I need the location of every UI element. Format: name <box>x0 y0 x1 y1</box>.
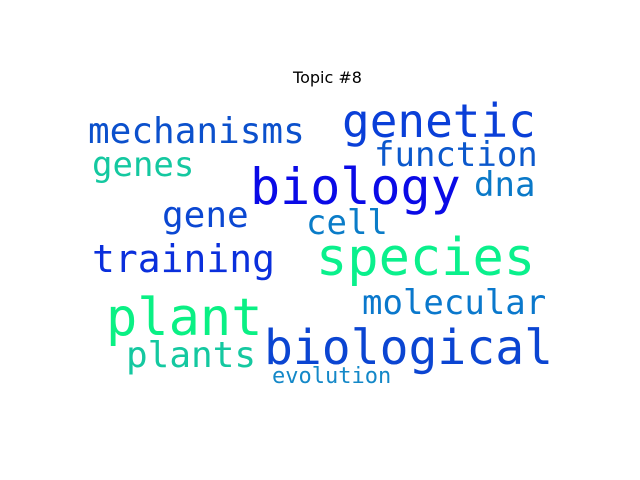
figure-title: Topic #8 <box>293 68 362 87</box>
word-plant: plant <box>106 288 263 348</box>
word-biology: biology <box>250 158 461 216</box>
word-biological: biological <box>264 320 553 376</box>
word-evolution: evolution <box>272 364 392 389</box>
word-function: function <box>374 135 538 175</box>
word-mechanisms: mechanisms <box>88 111 305 152</box>
word-molecular: molecular <box>362 283 547 323</box>
word-cell: cell <box>306 203 388 243</box>
word-species: species <box>316 228 536 288</box>
word-training: training <box>92 237 276 281</box>
word-genetic: genetic <box>342 94 536 148</box>
word-gene: gene <box>162 195 249 236</box>
word-genes: genes <box>92 145 195 185</box>
word-dna: dna <box>474 165 536 205</box>
word-cloud: genetic mechanisms function genes biolog… <box>80 98 576 392</box>
word-plants: plants <box>126 335 257 376</box>
